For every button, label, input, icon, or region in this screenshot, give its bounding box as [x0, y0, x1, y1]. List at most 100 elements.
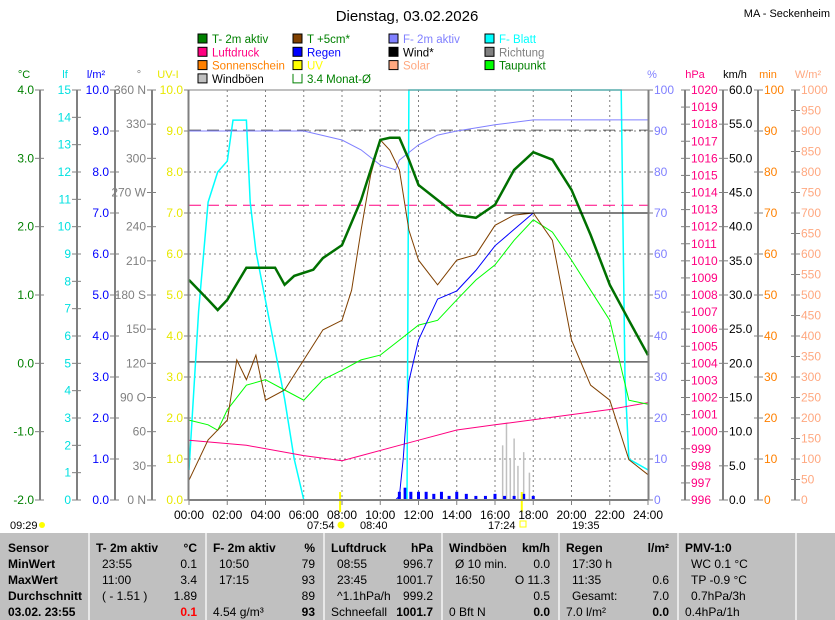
axis-tick-label: 9 — [64, 247, 71, 261]
row-label: MinWert — [8, 557, 56, 571]
axis-tick-label: 2.0 — [92, 411, 109, 425]
legend-swatch — [292, 73, 303, 84]
axis-tick-label: 1.0 — [166, 452, 183, 466]
axis-tick-label: 330 — [126, 117, 146, 131]
axis-tick-label: 1007 — [691, 305, 718, 319]
axis-tick-label: 850 — [801, 145, 821, 159]
axis-tick-label: 150 — [126, 322, 146, 336]
x-tick-label: 16:00 — [480, 508, 510, 522]
cell-value: 0.1 — [180, 557, 197, 571]
axis-tick-label: 1003 — [691, 373, 718, 387]
axis-unit: lf — [62, 69, 68, 81]
axis-tick-label: 3 — [64, 411, 71, 425]
rain-bar — [483, 495, 487, 500]
axis-tick-label: 30.0 — [729, 288, 753, 302]
axis-tick-label: 1009 — [691, 271, 718, 285]
sunrise-time: 07:54 — [307, 520, 335, 532]
series-f-2m-aktiv — [189, 119, 648, 171]
axis-tick-label: 400 — [801, 329, 821, 343]
axis-tick-label: 0.0 — [729, 493, 746, 507]
rain-bar — [439, 491, 443, 500]
cell-label: 16:50 — [455, 573, 486, 587]
axis-tick-label: 900 — [801, 124, 821, 138]
row-label: Durchschnitt — [8, 589, 83, 603]
axis-tick-label: 25.0 — [729, 322, 753, 336]
axis-tick-label: 0.0 — [92, 493, 109, 507]
legend-label: T- 2m aktiv — [212, 34, 268, 46]
axis-tick-label: 40 — [654, 329, 668, 343]
axis-tick-label: 7.0 — [92, 206, 109, 220]
axis-tick-label: 80 — [764, 165, 778, 179]
cell-label: 17:15 — [219, 573, 250, 587]
legend-swatch — [197, 33, 208, 44]
axis-tick-label: 500 — [801, 288, 821, 302]
axis-tick-label: 1016 — [691, 151, 718, 165]
row-label: MaxWert — [8, 573, 58, 587]
moonset-time: 19:35 — [572, 520, 600, 532]
x-tick-label: 22:00 — [595, 508, 625, 522]
axis-tick-label: 50 — [654, 288, 668, 302]
weather-chart: Dienstag, 03.02.2026 MA - Seckenheim T- … — [10, 8, 830, 532]
rain-bar — [455, 491, 459, 500]
axis-tick-label: 1.0 — [17, 288, 34, 302]
axis-tick-label: 1020 — [691, 83, 718, 97]
axis-tick-label: 8 — [64, 274, 71, 288]
cell-label: Gesamt: — [572, 589, 618, 603]
cell-value: 1001.7 — [396, 605, 433, 619]
axis-tick-label: 13 — [58, 138, 72, 152]
cell-value: 0.1 — [180, 605, 197, 619]
axis-tick-label: 40.0 — [729, 220, 753, 234]
legend-label: Solar — [403, 61, 430, 73]
cell-label: 10:50 — [219, 557, 250, 571]
rain-bar — [531, 495, 535, 500]
rain-bar — [464, 493, 468, 500]
axis-tick-label: 997 — [691, 476, 711, 490]
rain-bar — [409, 491, 413, 500]
cell-label: 0.7hPa/3h — [691, 589, 746, 603]
axis-tick-label: 4.0 — [17, 83, 34, 97]
rain-bar — [503, 495, 507, 500]
series-regen — [189, 212, 648, 501]
axis-unit: hPa — [685, 69, 705, 81]
cell-value: 0.5 — [533, 589, 550, 603]
axis-tick-label: 1019 — [691, 100, 718, 114]
axis-tick-label: 7.0 — [166, 206, 183, 220]
axis-tick-label: 0 N — [127, 493, 146, 507]
column-unit: °C — [183, 541, 197, 555]
cell-label: 0 Bft N — [449, 605, 486, 619]
axis-tick-label: 100 — [764, 83, 784, 97]
axis-tick-label: 9.0 — [92, 124, 109, 138]
rain-bar — [474, 495, 478, 500]
x-tick-label: 06:00 — [289, 508, 319, 522]
legend-swatch — [484, 60, 495, 71]
column-header: Windböen — [449, 541, 507, 555]
rain-bar — [432, 493, 436, 500]
axis-tick-label: 6.0 — [166, 247, 183, 261]
legend-swatch — [292, 33, 303, 44]
x-tick-label: 14:00 — [442, 508, 472, 522]
series-luftdruck — [188, 402, 649, 462]
legend-label: Wind* — [403, 47, 434, 59]
table-column: Regen l/m² 17:30 h 11:35 0.6 Gesamt: 7.0 7.0 l/… — [558, 533, 677, 620]
axis-tick-label: 10.0 — [160, 83, 184, 97]
cell-label: 11:00 — [102, 573, 132, 587]
axis-tick-label: 1012 — [691, 220, 718, 234]
axis-tick-label: 3.0 — [166, 370, 183, 384]
x-tick-label: 08:00 — [327, 508, 357, 522]
legend-swatch — [388, 60, 399, 71]
x-tick-label: 00:00 — [174, 508, 204, 522]
axis-tick-label: 50 — [801, 473, 815, 487]
axis-tick-label: 60 — [764, 247, 778, 261]
legend-label: Sonnenschein — [212, 61, 285, 73]
axis-tick-label: 70 — [764, 206, 778, 220]
chart-title: Dienstag, 03.02.2026 — [336, 8, 479, 25]
axis-tick-label: 6.0 — [92, 247, 109, 261]
axis-tick-label: 1008 — [691, 288, 718, 302]
axis-tick-label: 50.0 — [729, 151, 753, 165]
x-tick-label: 02:00 — [212, 508, 242, 522]
axis-tick-label: 1000 — [691, 425, 718, 439]
axis-tick-label: 12 — [58, 165, 72, 179]
axis-tick-label: 4.0 — [92, 329, 109, 343]
axis-tick-label: 800 — [801, 165, 821, 179]
axis-tick-label: 300 — [801, 370, 821, 384]
